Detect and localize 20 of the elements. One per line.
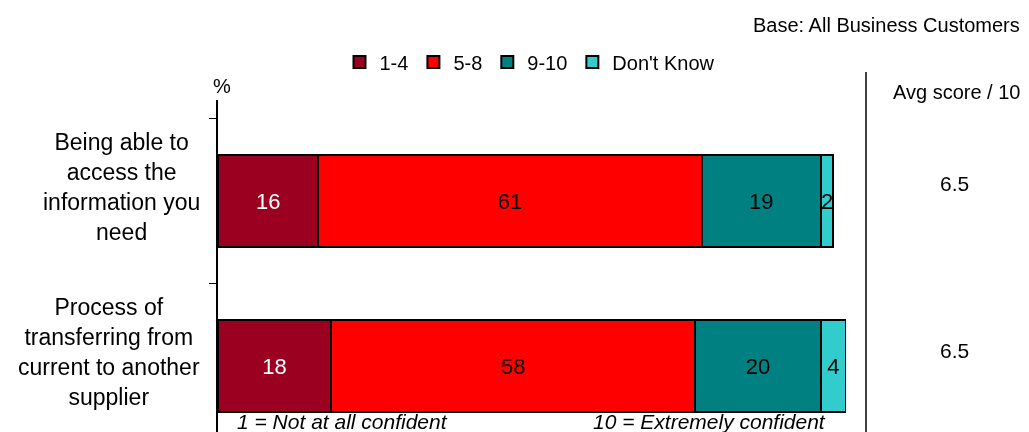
text: % (213, 75, 231, 97)
text: 6.5 (940, 172, 970, 195)
legend-label: 5-8 (453, 51, 483, 74)
annotation: 1 = Not at all confident (237, 410, 448, 432)
data-label: 2 (821, 188, 834, 214)
text: 6.5 (940, 339, 970, 362)
data-label: 16 (256, 188, 281, 214)
legend-label: Don't Know (612, 51, 715, 74)
data-label: 19 (748, 188, 774, 214)
data-label: 61 (497, 188, 523, 214)
legend-label: 9-10 (527, 51, 568, 74)
data-label: 4 (827, 353, 840, 379)
data-label: 20 (745, 353, 771, 379)
text: Avg score / 10 (893, 81, 1021, 103)
data-label: 18 (262, 353, 287, 379)
y-tick-label: Process of transferring from current to another supplier (18, 294, 200, 410)
data-label: 58 (500, 353, 526, 379)
y-tick-label: Being able to access the information you need (43, 129, 201, 245)
text: Base: All Business Customers (753, 14, 1020, 36)
legend-label: 1-4 (379, 51, 409, 74)
